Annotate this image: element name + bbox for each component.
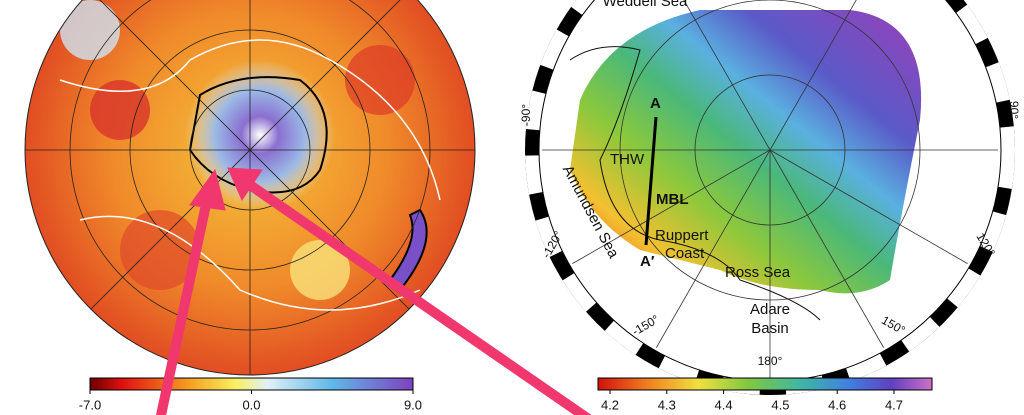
colorbar-tick-label: 4.3 (658, 397, 676, 412)
colorbar-tick-label: 4.7 (885, 397, 903, 412)
point-label: A (650, 95, 661, 112)
left-map-rim (24, 0, 476, 376)
colorbar-tick-label: 9.0 (404, 397, 422, 412)
right-map (525, 0, 1015, 395)
colorbar-tick-label: 4.6 (828, 397, 846, 412)
right-colorbar (597, 377, 933, 391)
region-label: THW (610, 151, 645, 168)
longitude-label: 180° (758, 354, 783, 368)
sea-label: Ross Sea (725, 264, 791, 281)
colorbar-tick-label: 4.4 (715, 397, 733, 412)
left-map (25, 0, 475, 375)
region-label: MBL (656, 191, 689, 208)
longitude-label: 90° (1007, 101, 1021, 119)
colorbar-tick-label: -7.0 (79, 397, 101, 412)
left-colorbar (89, 377, 414, 391)
colorbar-tick-label: 0.0 (242, 397, 260, 412)
arrows (155, 167, 592, 415)
basin-label: Basin (751, 320, 789, 337)
region-label: Coast (665, 245, 705, 262)
colorbar-tick-label: 4.2 (601, 397, 619, 412)
region-label: Ruppert (655, 227, 709, 244)
colorbar-tick-label: 4.5 (771, 397, 789, 412)
colorbar-ticks: -7.0 0.0 9.0 4.2 4.3 4.4 4.5 4.6 4.7 (79, 390, 903, 412)
sea-label: Weddell Sea (603, 0, 688, 10)
longitude-label: -90° (519, 104, 533, 126)
point-label: A′ (640, 253, 655, 270)
basin-label: Adare (750, 301, 790, 318)
